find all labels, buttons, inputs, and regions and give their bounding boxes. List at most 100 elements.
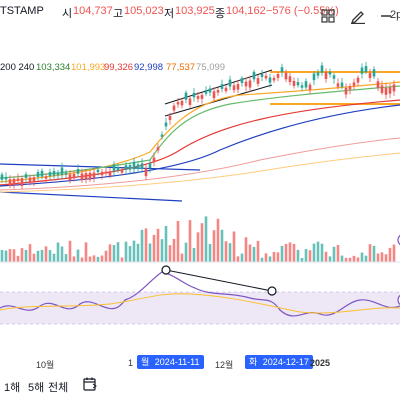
volume-bar xyxy=(96,256,100,262)
volume-bar xyxy=(388,247,392,262)
low-value: 103,925 xyxy=(175,5,215,17)
volume-bar xyxy=(152,234,156,262)
volume-bar xyxy=(132,240,136,262)
volume-bar xyxy=(352,255,356,262)
ma-value-4: 92,998 xyxy=(134,62,164,73)
rsi-signal-line xyxy=(0,293,400,314)
volume-bar xyxy=(8,249,12,262)
line-tool-icon[interactable] xyxy=(376,6,396,26)
volume-bar xyxy=(180,253,184,262)
range-1y-button[interactable]: 1해 xyxy=(4,382,21,394)
divergence-handle-end[interactable] xyxy=(267,286,277,296)
volume-bar xyxy=(84,242,88,262)
range-5y-button[interactable]: 5해 xyxy=(28,382,45,394)
volume-bar xyxy=(112,245,116,262)
volume-bar xyxy=(160,239,164,262)
volume-bar xyxy=(376,253,380,262)
trend-line-lower[interactable] xyxy=(164,84,273,117)
blue-channel-line-2[interactable] xyxy=(0,191,183,202)
volume-bar xyxy=(252,246,256,262)
volume-bar xyxy=(268,256,272,262)
volume-bar xyxy=(332,246,336,262)
volume-bar xyxy=(288,242,292,262)
timeframe-fragment[interactable]: 2p xyxy=(390,9,400,21)
volume-bar xyxy=(336,244,340,262)
date-label-oct: 10월 xyxy=(36,360,55,370)
high-label: 고 xyxy=(113,8,124,20)
volume-bar xyxy=(248,244,252,262)
volume-bar xyxy=(316,241,320,262)
volume-bar xyxy=(76,249,80,262)
volume-bar xyxy=(260,257,264,262)
volume-bar xyxy=(60,246,64,262)
ma-line-red xyxy=(0,99,400,186)
divergence-handle-start[interactable] xyxy=(161,265,171,275)
volume-bar xyxy=(392,244,396,262)
volume-bar xyxy=(44,246,48,262)
volume-bar xyxy=(92,255,96,262)
price-chart[interactable] xyxy=(0,0,400,355)
volume-bar xyxy=(172,238,176,262)
volume-bar xyxy=(100,255,104,262)
volume-bar xyxy=(292,243,296,262)
volume-bar xyxy=(380,252,384,262)
blue-channel-line-1[interactable] xyxy=(0,163,201,171)
ma-line-green xyxy=(0,85,400,179)
volume-bar xyxy=(52,253,56,262)
volume-bar xyxy=(12,249,16,262)
volume-bar xyxy=(140,229,144,262)
volume-bar xyxy=(176,221,180,262)
volume-bar xyxy=(240,253,244,262)
volume-bar xyxy=(236,256,240,262)
trend-line-upper[interactable] xyxy=(164,69,273,105)
volume-bar xyxy=(196,232,200,262)
volume-bar xyxy=(304,249,308,262)
volume-bar xyxy=(208,244,212,262)
date-label-dec: 12월 xyxy=(215,360,234,370)
date-label-2025: 2025 xyxy=(310,358,331,368)
ma-line-orange xyxy=(0,152,400,193)
volume-bar xyxy=(364,255,368,262)
drawing-toolbar: 2p xyxy=(310,6,400,32)
volume-bar xyxy=(232,231,236,262)
ma-value-1: 103,334 xyxy=(36,62,71,73)
volume-bar xyxy=(284,243,288,262)
calendar-range-icon[interactable] xyxy=(82,376,98,395)
volume-bar xyxy=(80,257,84,262)
symbol-label[interactable]: TSTAMP xyxy=(0,5,44,17)
candlestick-series xyxy=(0,61,396,190)
volume-bar xyxy=(188,220,192,262)
volume-bar xyxy=(324,251,328,262)
volume-bar xyxy=(28,244,32,262)
volume-bar xyxy=(68,240,72,262)
pencil-icon[interactable] xyxy=(348,6,368,26)
volume-bar xyxy=(16,255,20,262)
volume-bar xyxy=(372,245,376,262)
volume-bar xyxy=(156,228,160,262)
volume-bar xyxy=(0,250,4,262)
volume-bar xyxy=(360,252,364,262)
volume-bar xyxy=(204,216,208,262)
ohlc-header: TSTAMP 시 104,737 고 105,023 저 103,925 종 1… xyxy=(0,0,400,22)
volume-bar xyxy=(184,242,188,262)
close-value: 104,162 xyxy=(226,5,266,17)
volume-bar xyxy=(192,247,196,262)
volume-bar xyxy=(348,257,352,262)
volume-bar xyxy=(108,244,112,262)
date-label-nov-fragment: 1 xyxy=(128,358,134,368)
volume-bar xyxy=(296,249,300,262)
volume-bar xyxy=(88,256,92,262)
volume-bar xyxy=(256,240,260,262)
range-all-button[interactable]: 전체 xyxy=(48,382,69,394)
close-label: 종 xyxy=(215,8,226,20)
volume-bar xyxy=(276,252,280,262)
volume-bar xyxy=(228,243,232,262)
rsi-divergence-line[interactable] xyxy=(165,269,273,292)
volume-bar xyxy=(368,244,372,262)
ma-value-3: 99,326 xyxy=(104,62,134,73)
volume-bar xyxy=(264,253,268,262)
volume-bar xyxy=(280,245,284,262)
crosshair-date-tag-2: 화 2024-12-17 xyxy=(245,355,313,369)
grid-dots-icon[interactable] xyxy=(318,6,338,26)
volume-bar xyxy=(168,245,172,262)
